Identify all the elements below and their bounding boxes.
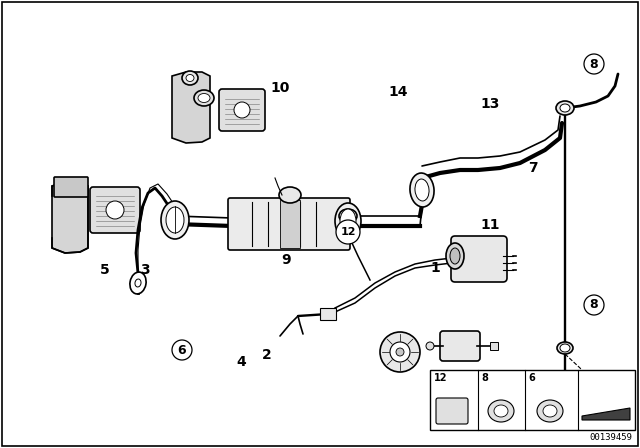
Bar [430, 370, 635, 430]
Ellipse shape [494, 405, 508, 417]
Text: 6: 6 [528, 373, 535, 383]
Ellipse shape [198, 94, 210, 103]
Ellipse shape [340, 209, 356, 233]
Circle shape [172, 340, 192, 360]
Text: 9: 9 [281, 253, 291, 267]
Ellipse shape [557, 342, 573, 354]
Text: 10: 10 [270, 81, 289, 95]
Text: 8: 8 [589, 298, 598, 311]
Ellipse shape [556, 101, 574, 115]
Ellipse shape [106, 201, 124, 219]
Text: 00139459: 00139459 [589, 433, 632, 442]
Ellipse shape [186, 74, 194, 82]
Ellipse shape [335, 203, 361, 239]
Bar [490, 342, 498, 350]
Ellipse shape [415, 179, 429, 201]
Text: 2: 2 [262, 348, 272, 362]
Ellipse shape [560, 344, 570, 352]
Text: 8: 8 [481, 373, 488, 383]
Ellipse shape [339, 209, 357, 223]
Text: 12: 12 [434, 373, 447, 383]
FancyBboxPatch shape [90, 187, 140, 233]
Text: 8: 8 [589, 57, 598, 70]
Ellipse shape [135, 279, 141, 287]
Ellipse shape [543, 405, 557, 417]
Circle shape [584, 54, 604, 74]
Polygon shape [172, 72, 210, 143]
Ellipse shape [182, 71, 198, 85]
Circle shape [336, 220, 360, 244]
Ellipse shape [560, 104, 570, 112]
Ellipse shape [279, 187, 301, 203]
Text: 1: 1 [430, 261, 440, 275]
Ellipse shape [234, 102, 250, 118]
Ellipse shape [488, 400, 514, 422]
Bar [320, 308, 336, 320]
Circle shape [380, 332, 420, 372]
Ellipse shape [450, 248, 460, 264]
Ellipse shape [161, 201, 189, 239]
Ellipse shape [426, 342, 434, 350]
FancyBboxPatch shape [436, 398, 468, 424]
FancyBboxPatch shape [440, 331, 480, 361]
Text: 6: 6 [178, 344, 186, 357]
FancyBboxPatch shape [228, 198, 350, 250]
Text: 5: 5 [100, 263, 109, 277]
FancyBboxPatch shape [451, 236, 507, 282]
Text: 3: 3 [140, 263, 150, 277]
Text: 11: 11 [480, 218, 499, 232]
Ellipse shape [130, 272, 146, 294]
Ellipse shape [194, 90, 214, 106]
FancyBboxPatch shape [219, 89, 265, 131]
Ellipse shape [166, 207, 184, 233]
Text: 12: 12 [340, 227, 356, 237]
Ellipse shape [537, 400, 563, 422]
Circle shape [390, 342, 410, 362]
FancyBboxPatch shape [54, 177, 88, 197]
Text: 7: 7 [528, 161, 538, 175]
Bar [280, 200, 300, 248]
Ellipse shape [410, 173, 434, 207]
Text: 14: 14 [388, 85, 408, 99]
Circle shape [396, 348, 404, 356]
Text: 4: 4 [236, 355, 246, 369]
Polygon shape [52, 182, 88, 253]
Ellipse shape [446, 243, 464, 269]
Circle shape [584, 295, 604, 315]
Polygon shape [582, 408, 630, 420]
Text: 13: 13 [480, 97, 499, 111]
